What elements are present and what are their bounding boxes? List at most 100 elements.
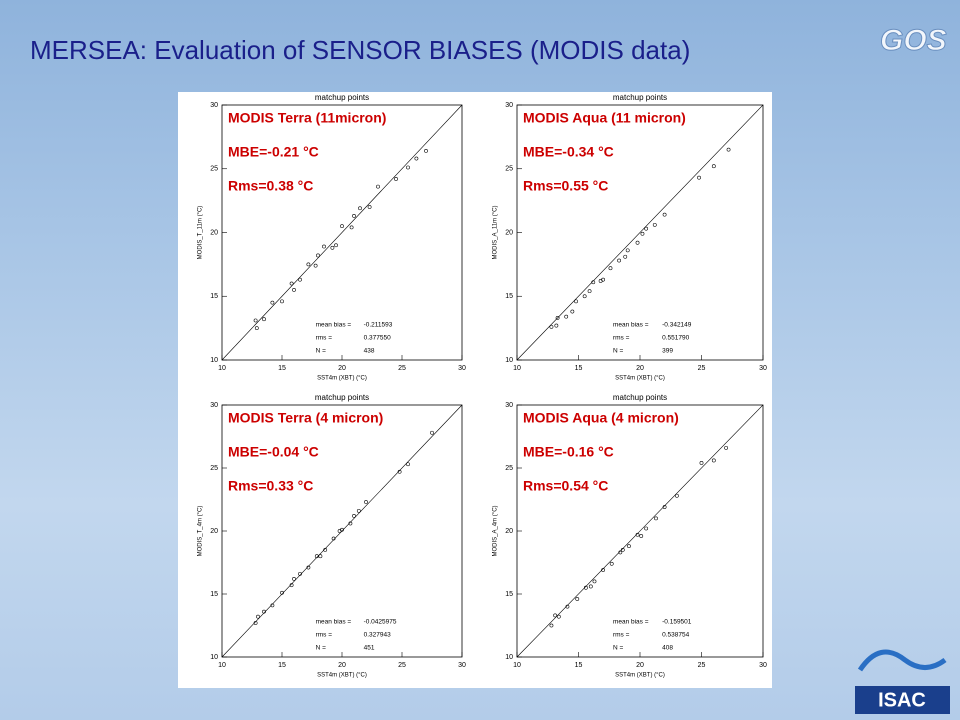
- y-tick-label: 30: [210, 402, 218, 409]
- stats-label: mean bias =: [613, 619, 649, 626]
- scatter-point: [620, 548, 625, 552]
- scatter-point: [608, 266, 613, 271]
- annotation: MODIS Terra (4 micron): [228, 410, 383, 426]
- stats-value: 451: [364, 645, 375, 652]
- scatter-point: [575, 597, 580, 601]
- y-tick-label: 15: [210, 293, 218, 300]
- one-to-one-line: [516, 104, 764, 361]
- scatter-point: [254, 326, 259, 331]
- y-axis-label: MODIS_A_4m (°C): [493, 505, 499, 556]
- annotation: Rms=0.38 °C: [228, 178, 313, 194]
- scatter-point: [623, 254, 628, 259]
- slide-title: MERSEA: Evaluation of SENSOR BIASES (MOD…: [30, 35, 690, 65]
- stats-label: rms =: [316, 632, 333, 639]
- scatter-point: [262, 609, 266, 614]
- scatter-point: [314, 554, 319, 559]
- x-tick-label: 30: [759, 662, 767, 669]
- scatter-point: [574, 299, 578, 304]
- annotation: MBE=-0.21 °C: [228, 144, 319, 160]
- logo-box: [855, 686, 950, 714]
- y-tick-label: 30: [505, 402, 513, 409]
- scatter-point: [553, 613, 558, 618]
- stats-value: -0.0425975: [364, 619, 397, 626]
- annotation: Rms=0.33 °C: [228, 478, 313, 494]
- scatter-point: [588, 584, 593, 589]
- stats-value: 0.327943: [364, 632, 391, 639]
- scatter-point: [556, 614, 561, 619]
- scatter-point: [253, 318, 258, 323]
- x-tick-label: 10: [218, 365, 226, 372]
- x-tick-label: 30: [458, 662, 466, 669]
- scatter-point: [635, 532, 640, 537]
- scatter-point: [270, 603, 275, 608]
- scatter-point: [627, 544, 631, 549]
- stats-label: mean bias =: [316, 619, 352, 626]
- stats-label: mean bias =: [613, 322, 649, 329]
- figure-background: [178, 92, 772, 688]
- x-tick-label: 10: [513, 662, 521, 669]
- x-tick-label: 15: [575, 662, 583, 669]
- scatter-point: [564, 314, 569, 319]
- x-tick-label: 25: [398, 662, 406, 669]
- x-tick-label: 25: [698, 365, 706, 372]
- plot-title: matchup points: [613, 393, 667, 402]
- stats-label: N =: [613, 348, 624, 355]
- scatter-point: [256, 614, 260, 619]
- scatter-point: [675, 493, 679, 498]
- stats-label: N =: [316, 645, 327, 652]
- scatter-point: [397, 469, 402, 474]
- annotation: Rms=0.55 °C: [523, 178, 608, 194]
- x-axis-label: SST4m (XBT) (°C): [615, 376, 665, 382]
- scatter-point: [280, 299, 284, 304]
- scatter-point: [318, 554, 323, 559]
- scatter-point: [316, 253, 320, 258]
- scatter-point: [697, 175, 701, 180]
- stats-label: N =: [613, 645, 624, 652]
- scatter-point: [662, 505, 667, 509]
- scatter-point: [340, 224, 344, 229]
- annotation: MBE=-0.04 °C: [228, 444, 319, 460]
- x-tick-label: 15: [575, 365, 583, 372]
- scatter-point: [644, 526, 649, 531]
- scatter-point: [639, 534, 644, 538]
- scatter-point: [337, 529, 342, 533]
- stats-label: rms =: [613, 335, 630, 342]
- scatter-point: [406, 165, 410, 170]
- one-to-one-line: [221, 104, 463, 361]
- logo-gos: GOS: [880, 24, 947, 57]
- scatter-point: [724, 445, 729, 450]
- stats-value: -0.211593: [364, 322, 393, 329]
- plot-title: matchup points: [613, 93, 667, 102]
- scatter-point: [582, 294, 587, 299]
- stats-label: mean bias =: [316, 322, 352, 329]
- stats-label: rms =: [613, 632, 630, 639]
- y-tick-label: 20: [505, 229, 513, 236]
- stats-value: 0.377550: [364, 335, 391, 342]
- scatter-point: [554, 323, 559, 328]
- x-tick-label: 30: [458, 365, 466, 372]
- scatter-point: [601, 568, 606, 572]
- scatter-point: [334, 243, 338, 248]
- scatter-point: [289, 583, 294, 588]
- scatter-point: [356, 508, 361, 513]
- annotation: MODIS Terra (11micron): [228, 110, 386, 126]
- logo-isac: ISAC: [878, 689, 926, 711]
- scatter-point: [367, 205, 372, 209]
- scatter-point: [635, 240, 640, 245]
- scatter-point: [306, 262, 311, 267]
- scatter-point: [313, 263, 318, 268]
- stats-value: 438: [364, 348, 375, 355]
- scatter-point: [349, 225, 354, 230]
- x-axis-label: SST4m (XBT) (°C): [317, 673, 367, 679]
- annotation: MBE=-0.34 °C: [523, 144, 614, 160]
- scatter-point: [323, 548, 328, 552]
- stats-value: 399: [662, 348, 673, 355]
- scatter-point: [306, 565, 311, 570]
- scatter-point: [298, 571, 302, 576]
- scatter-point: [253, 621, 258, 625]
- scatter-point: [618, 550, 623, 555]
- scatter-point: [711, 458, 716, 463]
- scatter-point: [726, 147, 731, 152]
- scatter-point: [699, 461, 704, 465]
